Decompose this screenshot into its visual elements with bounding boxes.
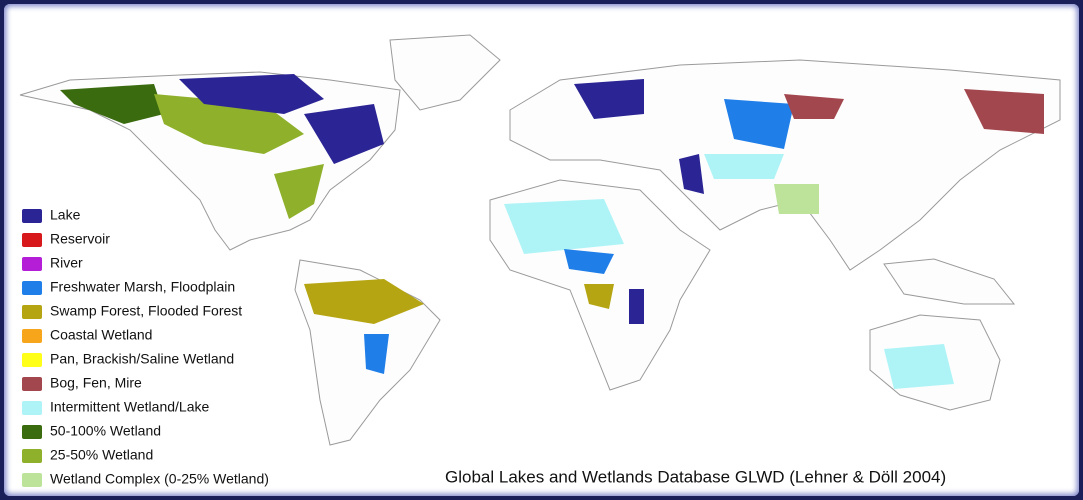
legend-swatch	[22, 449, 42, 463]
legend-swatch	[22, 425, 42, 439]
legend-swatch	[22, 329, 42, 343]
southeast-asia	[883, 258, 1016, 305]
legend-swatch	[22, 281, 42, 295]
legend-label: Wetland Complex (0-25% Wetland)	[50, 471, 269, 487]
patch	[774, 184, 819, 214]
legend-swatch	[22, 353, 42, 367]
patch	[564, 249, 614, 274]
legend-label: Freshwater Marsh, Floodplain	[50, 279, 235, 295]
patch	[679, 154, 704, 194]
legend-swatch	[22, 209, 42, 223]
legend-label: Bog, Fen, Mire	[50, 375, 142, 391]
legend: Lake Reservoir River Freshwater Marsh, Floo…	[22, 207, 269, 487]
patch	[304, 279, 424, 324]
patch	[364, 334, 389, 374]
legend-swatch	[22, 401, 42, 415]
patch	[574, 79, 644, 119]
eurasia	[509, 59, 1061, 271]
legend-swatch	[22, 257, 42, 271]
patch	[504, 199, 624, 254]
patch	[724, 99, 794, 149]
legend-swatch	[22, 377, 42, 391]
patch	[584, 284, 614, 309]
patch	[629, 289, 644, 324]
map-panel: Lake Reservoir River Freshwater Marsh, Floo…	[4, 4, 1079, 496]
legend-swatch	[22, 305, 42, 319]
patch	[884, 344, 954, 389]
patch	[784, 94, 844, 119]
map: Lake Reservoir River Freshwater Marsh, Floo…	[19, 34, 1061, 487]
legend-label: 50-100% Wetland	[50, 423, 161, 439]
patch	[704, 154, 784, 179]
patch	[274, 164, 324, 219]
legend-swatch	[22, 233, 42, 247]
legend-label: Reservoir	[50, 231, 110, 247]
legend-label: Lake	[50, 207, 81, 223]
patch	[60, 84, 164, 124]
legend-label: Swamp Forest, Flooded Forest	[50, 303, 242, 319]
legend-label: Coastal Wetland	[50, 327, 152, 343]
caption: Global Lakes and Wetlands Database GLWD …	[445, 467, 946, 486]
wetland-patches	[60, 74, 1044, 389]
legend-swatch	[22, 473, 42, 487]
greenland	[389, 34, 501, 111]
legend-label: Intermittent Wetland/Lake	[50, 399, 209, 415]
patch	[179, 74, 324, 114]
legend-label: Pan, Brackish/Saline Wetland	[50, 351, 234, 367]
legend-label: River	[50, 255, 83, 271]
patch	[964, 89, 1044, 134]
patch	[304, 104, 384, 164]
legend-label: 25-50% Wetland	[50, 447, 153, 463]
